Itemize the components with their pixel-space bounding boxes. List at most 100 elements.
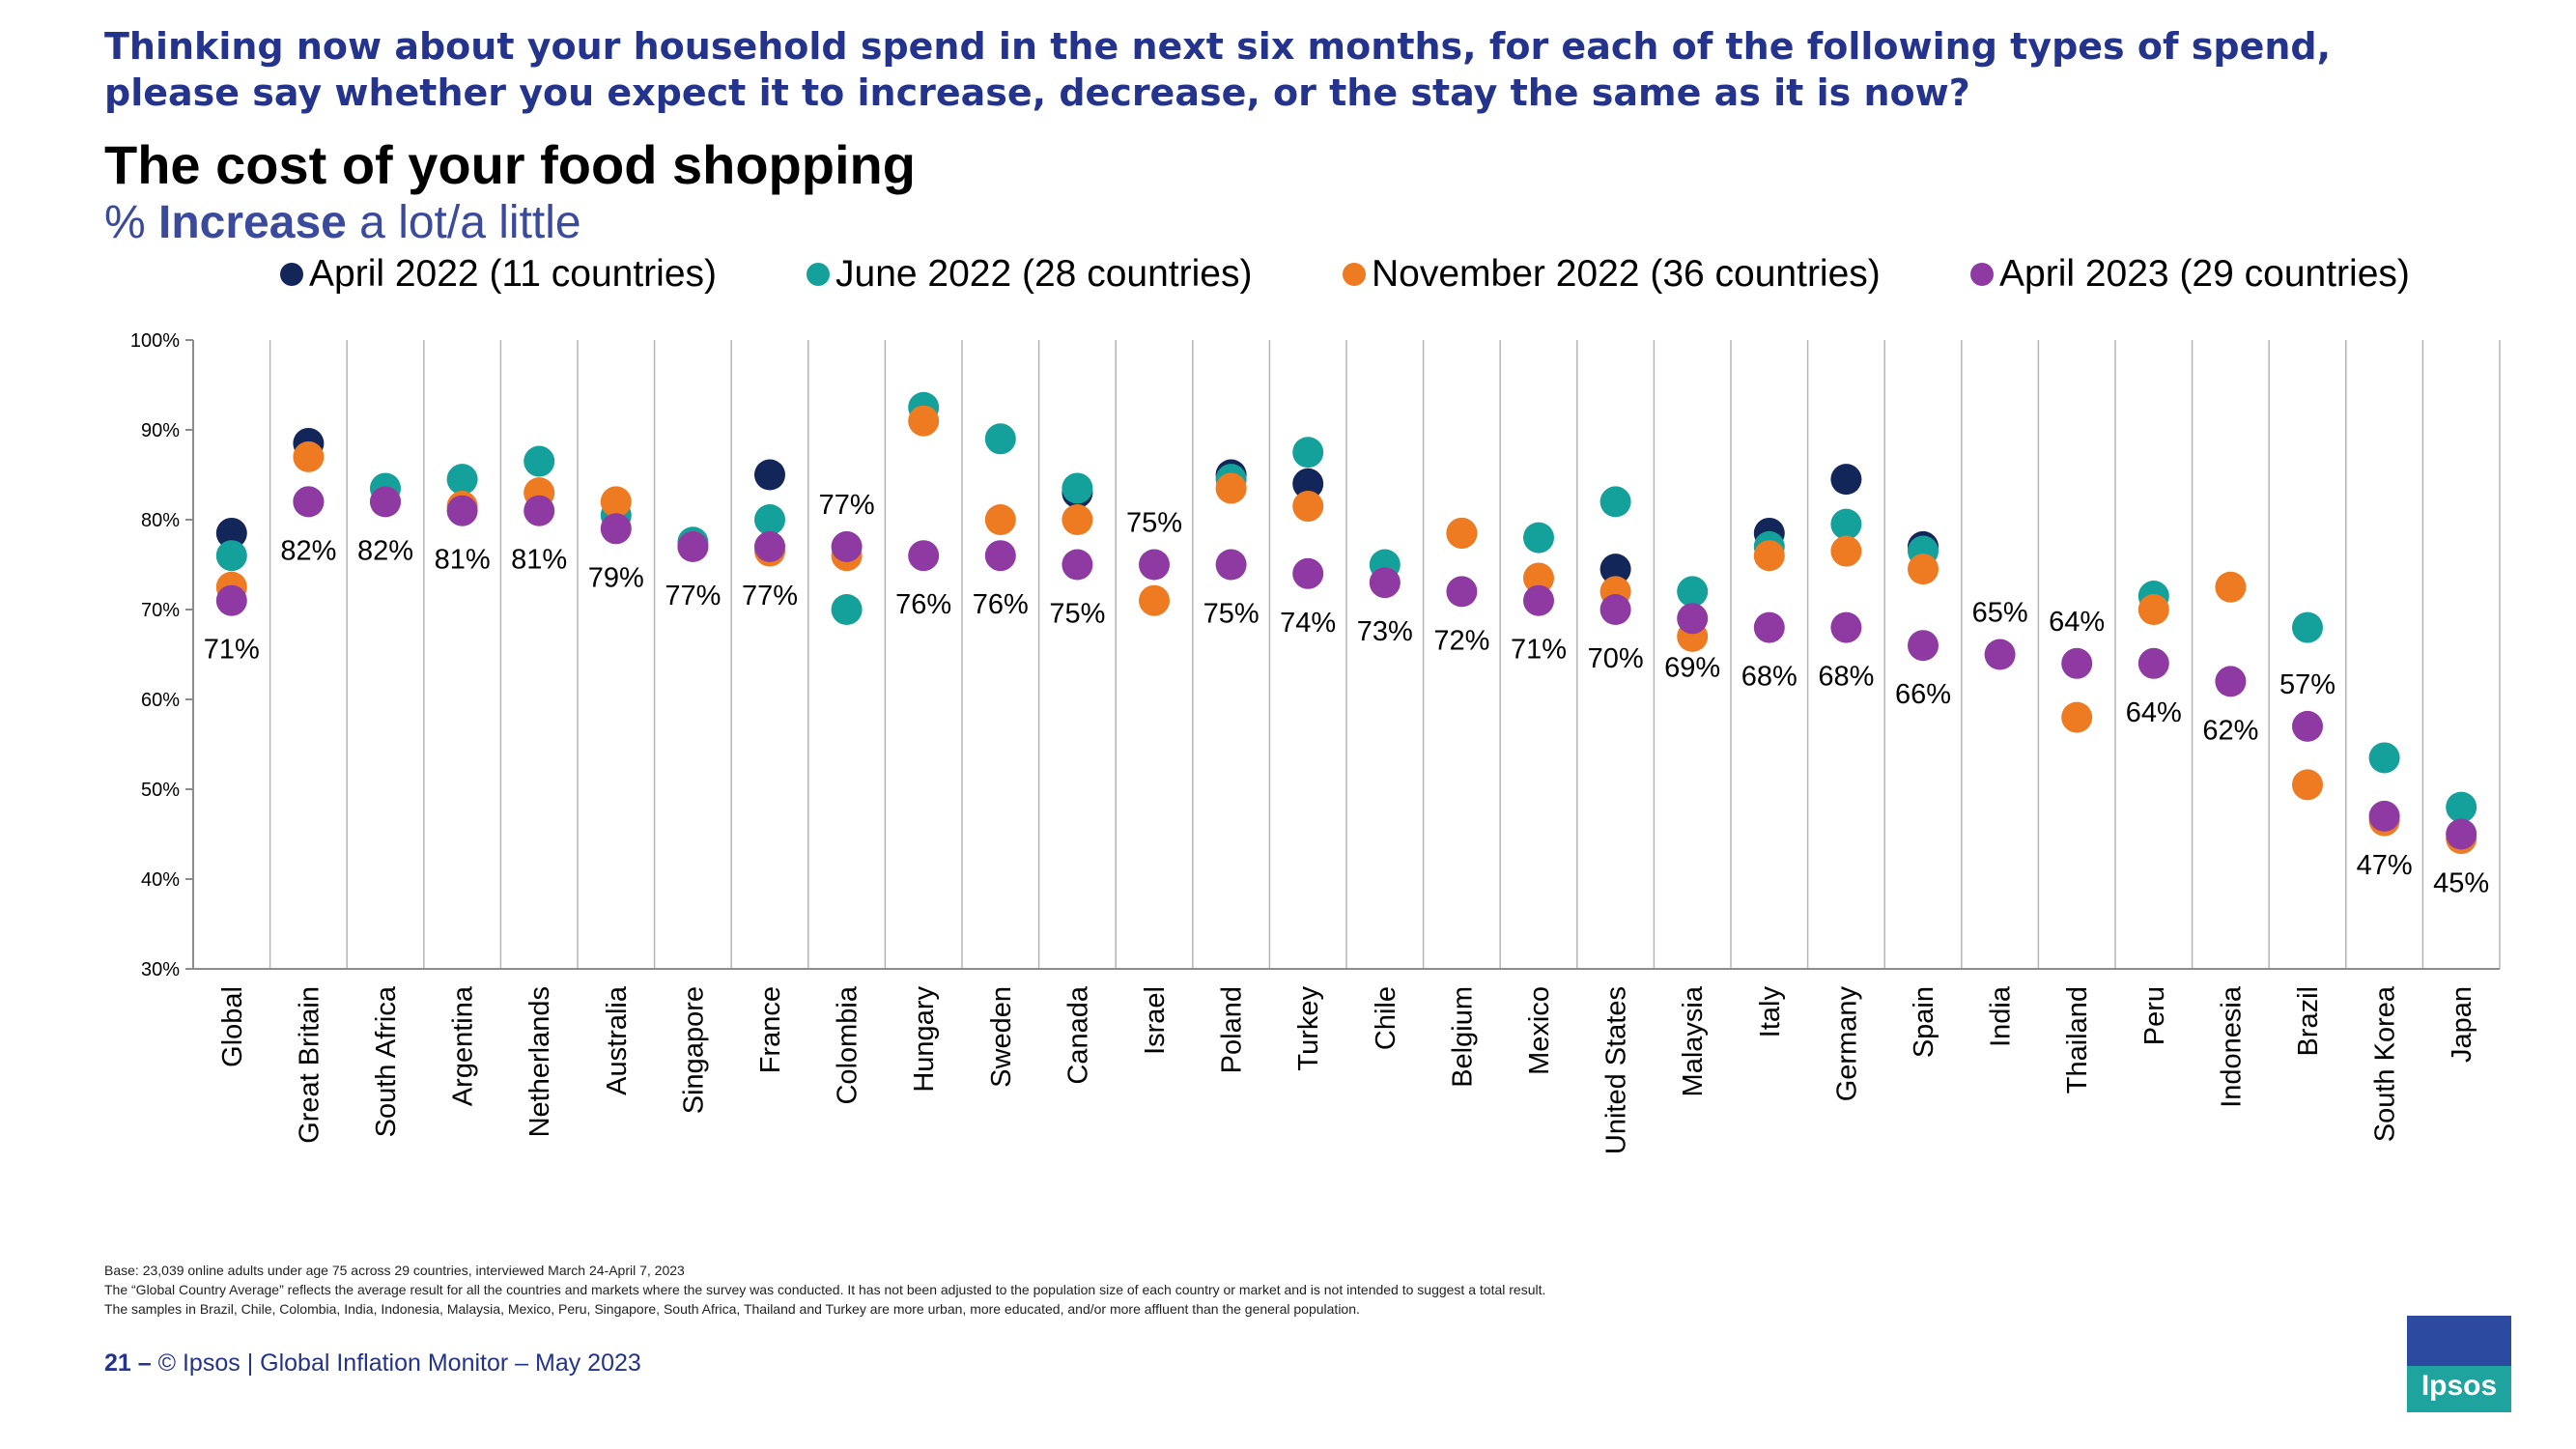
x-category-label: Germany xyxy=(1831,986,1862,1102)
data-point xyxy=(2368,800,2400,832)
legend-dot-june-2022 xyxy=(807,263,830,286)
x-category-label: Japan xyxy=(2447,986,2477,1063)
y-tick-label: 100% xyxy=(130,330,180,352)
data-label: 69% xyxy=(1664,652,1720,683)
data-point xyxy=(2137,594,2169,625)
data-point xyxy=(1753,540,1785,572)
x-category-label: Netherlands xyxy=(524,986,555,1137)
data-label: 82% xyxy=(280,535,336,566)
legend-item-june-2022: June 2022 (28 countries) xyxy=(807,253,1252,296)
data-point xyxy=(2292,710,2323,742)
data-point xyxy=(1599,486,1631,518)
data-label: 65% xyxy=(1972,598,2028,629)
subtitle-suffix: a lot/a little xyxy=(346,197,581,248)
data-point xyxy=(600,486,632,518)
data-label: 70% xyxy=(1588,643,1644,674)
y-tick-label: 30% xyxy=(141,959,180,980)
legend-label-june-2022: June 2022 (28 countries) xyxy=(835,253,1253,295)
chart-subtitle: % Increase a lot/a little xyxy=(104,196,581,249)
legend-label-april-2023: April 2023 (29 countries) xyxy=(1999,253,2410,295)
data-label: 79% xyxy=(588,562,644,593)
legend-item-april-2023: April 2023 (29 countries) xyxy=(1970,253,2410,296)
legend-dot-april-2023 xyxy=(1970,263,1994,286)
data-label: 75% xyxy=(1203,599,1260,630)
data-point xyxy=(215,584,247,616)
x-category-label: South Africa xyxy=(371,985,402,1137)
data-point xyxy=(1830,508,1862,540)
x-category-label: Sweden xyxy=(986,986,1017,1088)
data-point xyxy=(1677,576,1709,608)
data-point xyxy=(1292,437,1324,469)
ipsos-logo: Ipsos xyxy=(2407,1316,2511,1412)
data-point xyxy=(215,540,247,572)
subtitle-prefix: % xyxy=(104,197,159,248)
footnote-base: Base: 23,039 online adults under age 75 … xyxy=(104,1263,685,1278)
x-category-label: Poland xyxy=(1217,986,1248,1073)
data-point xyxy=(1139,549,1170,581)
y-tick-label: 70% xyxy=(141,600,180,621)
data-point xyxy=(1830,611,1862,643)
data-point xyxy=(1446,517,1478,549)
data-label: 76% xyxy=(973,589,1029,620)
x-category-label: Hungary xyxy=(909,986,940,1093)
data-point xyxy=(1908,554,1939,585)
y-tick-label: 90% xyxy=(141,420,180,441)
x-category-label: Brazil xyxy=(2293,986,2324,1057)
data-point xyxy=(1830,464,1862,496)
data-point xyxy=(1292,468,1324,499)
chart-legend: April 2022 (11 countries) June 2022 (28 … xyxy=(280,253,2444,307)
y-tick-label: 40% xyxy=(141,869,180,891)
legend-label-november-2022: November 2022 (36 countries) xyxy=(1372,253,1881,295)
data-point xyxy=(446,464,478,496)
data-label: 73% xyxy=(1357,616,1413,647)
data-point xyxy=(215,517,247,549)
data-label: 76% xyxy=(895,589,951,620)
x-category-label: Israel xyxy=(1140,986,1171,1055)
y-tick-label: 50% xyxy=(141,780,180,801)
data-label: 62% xyxy=(2202,715,2258,746)
data-point xyxy=(1908,630,1939,662)
data-point xyxy=(524,445,555,477)
x-category-label: South Korea xyxy=(2370,985,2401,1142)
x-category-label: Malaysia xyxy=(1678,985,1709,1096)
data-label: 47% xyxy=(2357,850,2413,881)
data-point xyxy=(2137,647,2169,679)
data-label: 81% xyxy=(435,545,491,576)
data-point xyxy=(984,540,1016,572)
data-point xyxy=(677,530,709,562)
data-point xyxy=(1062,549,1093,581)
data-point xyxy=(2061,647,2093,679)
data-point xyxy=(984,504,1016,535)
data-point xyxy=(2292,769,2323,801)
legend-dot-april-2022 xyxy=(280,263,303,286)
x-category-label: Great Britain xyxy=(294,986,325,1144)
question-line-1: Thinking now about your household spend … xyxy=(104,25,2332,68)
data-point xyxy=(754,459,785,491)
data-point xyxy=(908,540,940,572)
x-category-label: Belgium xyxy=(1447,986,1478,1088)
data-label: 57% xyxy=(2279,669,2335,700)
data-point xyxy=(1523,522,1554,554)
footer: 21 – © Ipsos | Global Inflation Monitor … xyxy=(104,1350,641,1378)
data-label: 66% xyxy=(1895,679,1951,710)
data-label: 68% xyxy=(1741,662,1798,693)
data-label: 71% xyxy=(204,635,260,666)
x-category-label: Peru xyxy=(2139,986,2170,1045)
data-point xyxy=(1830,535,1862,567)
data-label: 72% xyxy=(1433,625,1489,656)
x-category-label: United States xyxy=(1601,986,1632,1154)
footnotes: Base: 23,039 online adults under age 75 … xyxy=(104,1261,2471,1319)
data-point xyxy=(2446,791,2477,823)
page-number: 21 – xyxy=(104,1350,152,1377)
data-point xyxy=(831,530,863,562)
data-label: 77% xyxy=(819,490,875,521)
legend-item-november-2022: November 2022 (36 countries) xyxy=(1343,253,1881,296)
data-label: 68% xyxy=(1818,662,1874,693)
chart-title: The cost of your food shopping xyxy=(104,134,916,195)
subtitle-bold: Increase xyxy=(158,197,347,248)
data-label: 77% xyxy=(742,581,798,611)
y-tick-label: 60% xyxy=(141,690,180,711)
data-point xyxy=(370,486,401,518)
footer-text: © Ipsos | Global Inflation Monitor – May… xyxy=(157,1350,641,1377)
data-point xyxy=(293,440,325,472)
